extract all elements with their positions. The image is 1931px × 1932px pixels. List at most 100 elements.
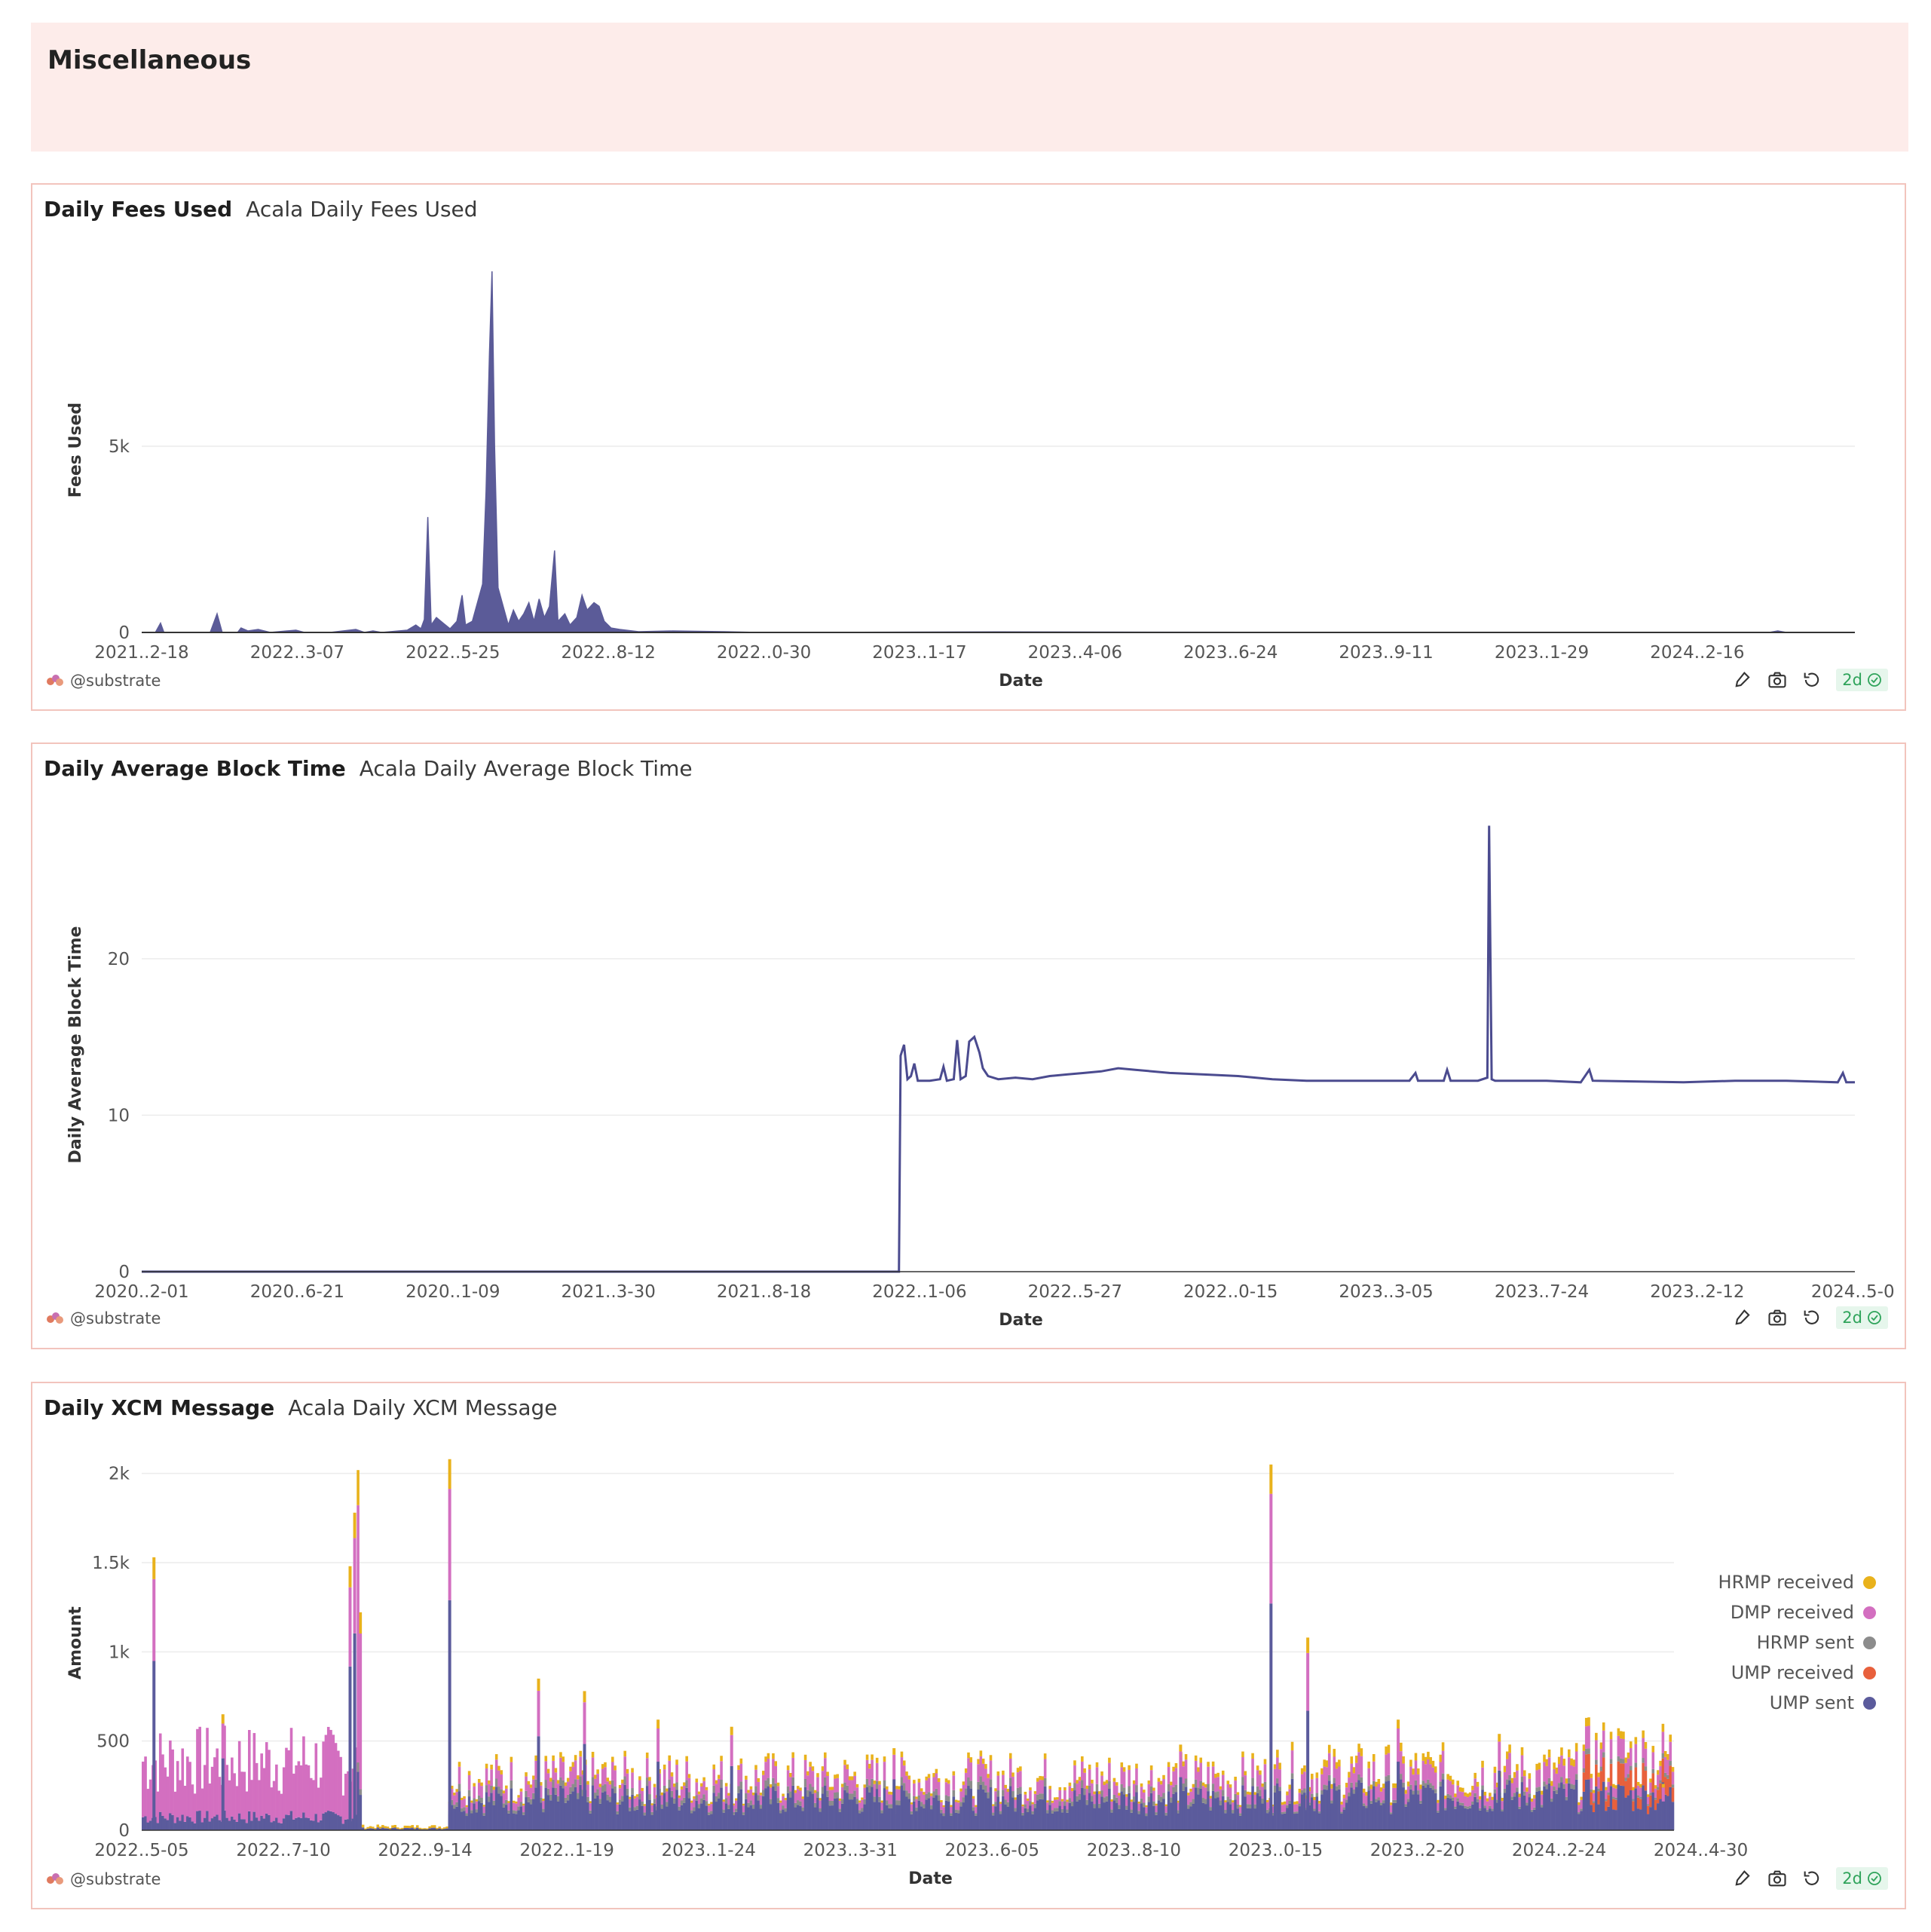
bar-segment bbox=[510, 1788, 513, 1830]
bar-segment bbox=[589, 1813, 592, 1830]
bar-segment bbox=[898, 1786, 901, 1790]
bar-segment bbox=[488, 1796, 491, 1802]
bar-segment bbox=[477, 1801, 481, 1830]
bar-segment bbox=[710, 1804, 713, 1811]
bar-segment bbox=[438, 1826, 442, 1829]
bar-segment bbox=[1400, 1742, 1403, 1752]
bar-segment bbox=[1669, 1761, 1672, 1766]
bar-segment bbox=[650, 1814, 654, 1830]
bar-segment bbox=[1177, 1813, 1180, 1830]
bar-segment bbox=[1029, 1805, 1032, 1830]
bar-segment bbox=[1355, 1762, 1358, 1783]
bar-segment bbox=[546, 1773, 550, 1789]
bar-segment bbox=[231, 1816, 234, 1830]
bar-segment bbox=[1256, 1786, 1259, 1793]
legend-item[interactable]: DMP received bbox=[1718, 1597, 1876, 1627]
bar-segment bbox=[932, 1797, 935, 1830]
bar-segment bbox=[463, 1796, 466, 1799]
refresh-icon[interactable] bbox=[1801, 669, 1822, 690]
bar-segment bbox=[1031, 1814, 1035, 1830]
bar-segment bbox=[875, 1762, 879, 1781]
bar-segment bbox=[1226, 1780, 1230, 1784]
bar-segment bbox=[1303, 1788, 1306, 1793]
bar-segment bbox=[208, 1821, 212, 1830]
legend-item[interactable]: HRMP received bbox=[1718, 1567, 1876, 1597]
bar-segment bbox=[1456, 1780, 1460, 1786]
bar-segment bbox=[1300, 1794, 1304, 1830]
share-icon[interactable] bbox=[1732, 1868, 1753, 1889]
bar-segment bbox=[749, 1789, 753, 1801]
camera-icon[interactable] bbox=[1767, 1868, 1788, 1889]
bar-segment bbox=[515, 1814, 518, 1830]
bar-segment bbox=[1211, 1790, 1215, 1830]
spike-bar bbox=[656, 1719, 660, 1729]
bar-segment bbox=[467, 1771, 471, 1775]
refresh-icon[interactable] bbox=[1801, 1307, 1822, 1328]
spike-bar bbox=[1269, 1603, 1273, 1830]
bar-segment bbox=[942, 1805, 945, 1808]
bar-segment bbox=[1602, 1722, 1605, 1731]
bar-segment bbox=[542, 1808, 545, 1813]
bar-segment bbox=[670, 1797, 674, 1830]
bar-segment bbox=[851, 1780, 854, 1794]
bar-segment bbox=[1048, 1800, 1051, 1805]
bar-segment bbox=[1004, 1788, 1007, 1800]
bar-segment bbox=[388, 1829, 392, 1830]
bar-segment bbox=[1046, 1810, 1049, 1814]
bar-segment bbox=[455, 1789, 459, 1793]
bar-segment bbox=[598, 1799, 602, 1804]
bar-segment bbox=[722, 1809, 726, 1813]
bar-segment bbox=[1639, 1796, 1642, 1799]
bar-segment bbox=[1118, 1805, 1121, 1809]
refresh-icon[interactable] bbox=[1801, 1868, 1822, 1889]
bar-segment bbox=[616, 1804, 620, 1811]
x-tick-label: 2023..9-11 bbox=[1339, 643, 1433, 663]
bar-segment bbox=[285, 1747, 288, 1815]
bar-segment bbox=[357, 1505, 360, 1763]
bar-segment bbox=[1143, 1807, 1146, 1830]
bar-segment bbox=[606, 1781, 610, 1795]
bar-segment bbox=[1526, 1802, 1529, 1806]
bar-segment bbox=[687, 1798, 691, 1830]
bar-segment bbox=[1599, 1766, 1603, 1771]
bar-segment bbox=[341, 1795, 345, 1824]
bar-segment bbox=[262, 1818, 266, 1830]
bar-segment bbox=[1644, 1766, 1648, 1771]
bar-segment bbox=[282, 1818, 286, 1830]
bar-segment bbox=[1495, 1787, 1499, 1800]
bar-segment bbox=[784, 1811, 788, 1830]
bar-segment bbox=[1204, 1804, 1207, 1830]
bar-segment bbox=[1130, 1802, 1134, 1810]
bar-segment bbox=[1229, 1787, 1232, 1799]
bar-segment bbox=[1489, 1805, 1492, 1809]
share-icon[interactable] bbox=[1732, 1307, 1753, 1328]
bar-segment bbox=[786, 1793, 790, 1830]
legend-item[interactable]: HRMP sent bbox=[1718, 1627, 1876, 1658]
camera-icon[interactable] bbox=[1767, 1307, 1788, 1328]
bar-segment bbox=[1543, 1781, 1546, 1787]
bar-segment bbox=[297, 1761, 301, 1817]
legend-item[interactable]: UMP received bbox=[1718, 1658, 1876, 1688]
bar-segment bbox=[1547, 1757, 1551, 1778]
bar-segment bbox=[1051, 1810, 1054, 1814]
spike-bar bbox=[448, 1459, 451, 1490]
bar-segment bbox=[1122, 1771, 1126, 1788]
bar-segment bbox=[492, 1787, 496, 1790]
bar-segment bbox=[1605, 1811, 1608, 1830]
share-icon[interactable] bbox=[1732, 669, 1753, 690]
bar-segment bbox=[1568, 1777, 1571, 1784]
legend-item[interactable]: UMP sent bbox=[1718, 1688, 1876, 1718]
camera-icon[interactable] bbox=[1767, 669, 1788, 690]
bar-segment bbox=[556, 1801, 560, 1830]
bar-segment bbox=[525, 1776, 528, 1791]
bar-segment bbox=[1627, 1777, 1630, 1796]
bar-segment bbox=[1238, 1806, 1242, 1814]
bar-segment bbox=[648, 1794, 651, 1800]
bar-segment bbox=[1493, 1772, 1497, 1790]
bar-segment bbox=[944, 1795, 948, 1801]
bar-segment bbox=[1219, 1789, 1223, 1801]
bar-segment bbox=[1053, 1799, 1057, 1808]
